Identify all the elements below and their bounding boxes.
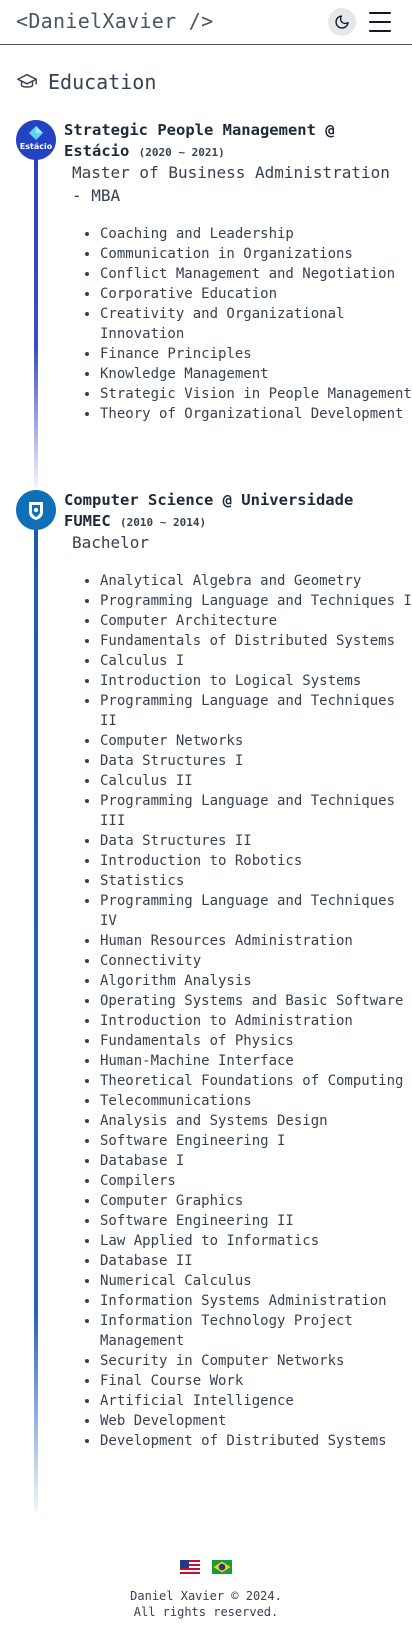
course-item: Compilers <box>100 1171 412 1191</box>
timeline-line-fumec <box>34 512 38 1512</box>
entry-title: Strategic People Management @ Estácio <box>64 121 335 160</box>
hamburger-menu-icon <box>369 12 391 14</box>
course-item: Programming Language and Techniques I <box>100 591 412 611</box>
course-item: Analysis and Systems Design <box>100 1111 412 1131</box>
course-item: Human-Machine Interface <box>100 1051 412 1071</box>
course-item: Communication in Organizations <box>100 244 412 264</box>
footer-copyright: Daniel Xavier © 2024. All rights reserve… <box>0 1588 412 1620</box>
brand-logo-text[interactable]: <DanielXavier /> <box>16 9 214 33</box>
course-item: Programming Language and Techniques IV <box>100 891 412 931</box>
course-item: Calculus II <box>100 771 412 791</box>
course-item: Fundamentals of Physics <box>100 1031 412 1051</box>
course-item: Operating Systems and Basic Software <box>100 991 412 1011</box>
us-flag-icon[interactable] <box>180 1560 200 1574</box>
course-item: Human Resources Administration <box>100 931 412 951</box>
course-item: Development of Distributed Systems <box>100 1431 412 1451</box>
course-item: Computer Networks <box>100 731 412 751</box>
course-item: Data Structures I <box>100 751 412 771</box>
course-item: Programming Language and Techniques III <box>100 791 412 831</box>
course-item: Final Course Work <box>100 1371 412 1391</box>
course-item: Information Systems Administration <box>100 1291 412 1311</box>
course-item: Artificial Intelligence <box>100 1391 412 1411</box>
theme-toggle-button[interactable] <box>328 8 356 36</box>
entry-dates: (2020 ~ 2021) <box>138 146 225 159</box>
graduation-cap-icon <box>17 73 37 88</box>
entry-degree: Bachelor <box>72 533 150 552</box>
course-item: Telecommunications <box>100 1091 412 1111</box>
course-item: Data Structures II <box>100 831 412 851</box>
course-item: Knowledge Management <box>100 364 412 384</box>
timeline-line-estacio <box>34 136 38 488</box>
entry-title: Computer Science @ Universidade FUMEC <box>64 491 354 530</box>
course-item: Theory of Organizational Development <box>100 404 412 424</box>
education-section-header: Education <box>16 66 156 98</box>
course-item: Computer Architecture <box>100 611 412 631</box>
course-item: Analytical Algebra and Geometry <box>100 571 412 591</box>
course-item: Introduction to Administration <box>100 1011 412 1031</box>
course-item: Connectivity <box>100 951 412 971</box>
rights-text: All rights reserved. <box>133 1605 279 1619</box>
course-item: Numerical Calculus <box>100 1271 412 1291</box>
course-item: Algorithm Analysis <box>100 971 412 991</box>
course-item: Law Applied to Informatics <box>100 1231 412 1251</box>
section-title: Education <box>48 70 157 94</box>
brazil-flag-icon[interactable] <box>212 1560 232 1574</box>
course-item: Introduction to Logical Systems <box>100 671 412 691</box>
course-list: Coaching and LeadershipCommunication in … <box>82 224 412 424</box>
course-list: Analytical Algebra and GeometryProgrammi… <box>82 571 412 1451</box>
course-item: Theoretical Foundations of Computing <box>100 1071 412 1091</box>
course-item: Programming Language and Techniques II <box>100 691 412 731</box>
course-item: Information Technology Project Managemen… <box>100 1311 412 1351</box>
course-item: Finance Principles <box>100 344 412 364</box>
course-item: Software Engineering I <box>100 1131 412 1151</box>
moon-icon <box>335 15 349 29</box>
entry-heading: Strategic People Management @ Estácio (2… <box>64 120 404 163</box>
course-item: Strategic Vision in People Management <box>100 384 412 404</box>
entry-heading: Computer Science @ Universidade FUMEC (2… <box>64 490 404 533</box>
course-item: Creativity and Organizational Innovation <box>100 304 412 344</box>
fumec-logo <box>16 490 56 530</box>
entry-dates: (2010 ~ 2014) <box>120 516 207 529</box>
course-item: Statistics <box>100 871 412 891</box>
course-item: Database I <box>100 1151 412 1171</box>
hamburger-menu-button[interactable] <box>369 12 391 32</box>
course-item: Coaching and Leadership <box>100 224 412 244</box>
course-item: Fundamentals of Distributed Systems <box>100 631 412 651</box>
course-item: Software Engineering II <box>100 1211 412 1231</box>
course-item: Conflict Management and Negotiation <box>100 264 412 284</box>
course-item: Database II <box>100 1251 412 1271</box>
course-item: Computer Graphics <box>100 1191 412 1211</box>
estacio-logo: Estácio <box>16 120 56 160</box>
course-item: Introduction to Robotics <box>100 851 412 871</box>
copyright-text: Daniel Xavier © 2024. <box>130 1589 282 1603</box>
estacio-logo-text: Estácio <box>19 142 53 151</box>
language-switcher <box>0 1560 412 1574</box>
entry-degree: Master of Business Administration - MBA <box>72 163 390 205</box>
course-item: Corporative Education <box>100 284 412 304</box>
top-navbar: <DanielXavier /> <box>0 0 412 45</box>
course-item: Web Development <box>100 1411 412 1431</box>
course-item: Security in Computer Networks <box>100 1351 412 1371</box>
course-item: Calculus I <box>100 651 412 671</box>
